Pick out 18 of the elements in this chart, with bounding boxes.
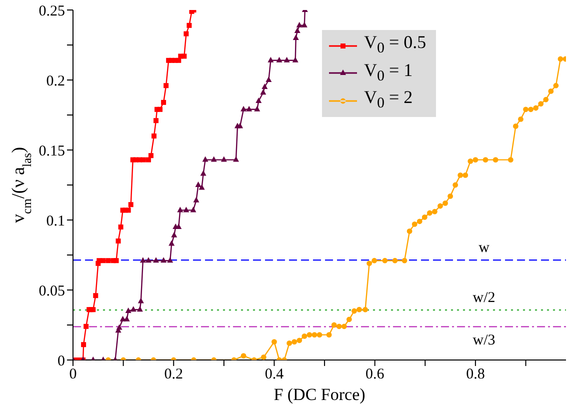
legend-label: V$_{0}$ = 2 [364, 87, 413, 114]
ref-line-label: w/2 [472, 290, 496, 306]
y-tick-label: 0.2 [46, 73, 65, 90]
legend-label: V$_{0}$ = 0.5 [364, 32, 426, 59]
x-tick-label: 0.4 [264, 366, 284, 383]
y-tick-label: 0 [58, 353, 65, 370]
x-tick-label: 0.8 [466, 366, 485, 383]
x-tick-label: 0.2 [164, 366, 183, 383]
ref-line-label: w [478, 240, 490, 256]
y-tick-label: 0.15 [38, 143, 65, 160]
y-tick-label: 0.1 [46, 213, 65, 230]
x-tick-label: 0.6 [365, 366, 385, 383]
x-axis-title: F (DC Force) [274, 385, 366, 404]
legend-label: V$_{0}$ = 1 [364, 60, 413, 86]
y-tick-label: 0.05 [38, 283, 65, 300]
x-tick-label: 0 [69, 366, 77, 383]
ref-line-label: w/3 [472, 332, 496, 349]
y-tick-label: 0.25 [38, 3, 65, 20]
